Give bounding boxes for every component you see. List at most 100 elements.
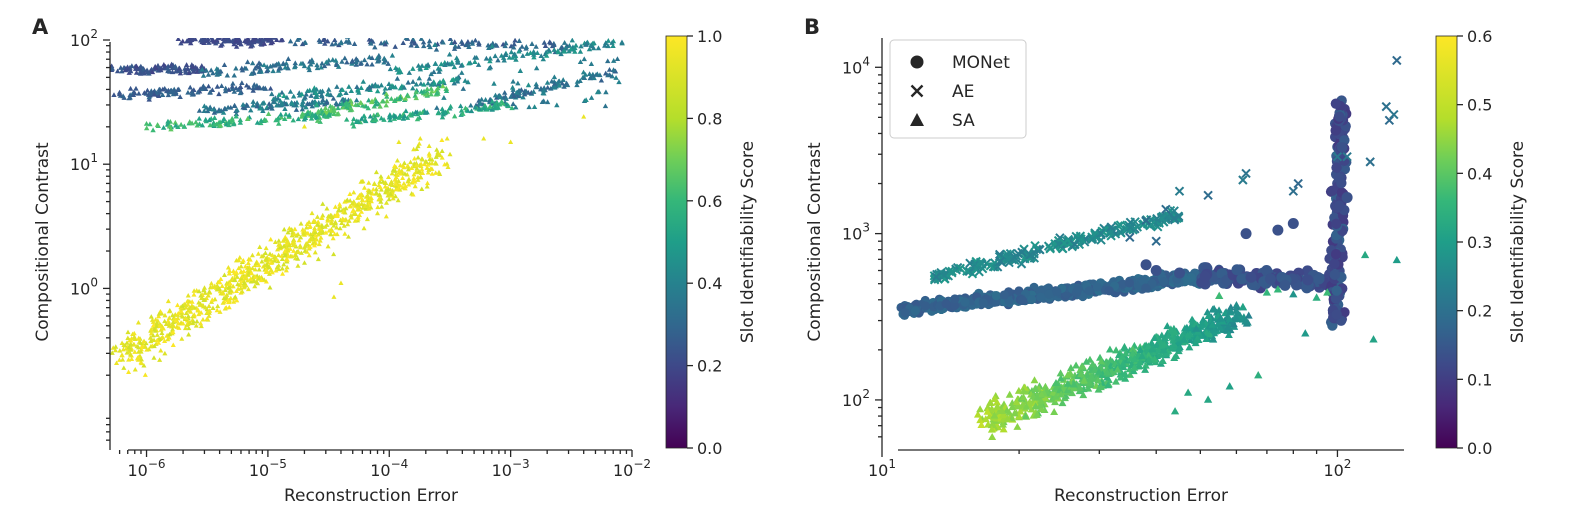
point-ae-outlier <box>1125 232 1135 243</box>
point-a-diagonal <box>276 266 282 272</box>
point-a-diagonal <box>201 285 208 290</box>
point-a-upper <box>435 110 441 116</box>
point-a-upper <box>345 38 352 43</box>
point-a-diagonal <box>377 184 383 190</box>
legend-label-sa: SA <box>952 111 975 131</box>
point-a-upper <box>391 113 398 119</box>
point-a-upper <box>416 75 423 81</box>
point-a-diagonal <box>163 321 169 326</box>
point-monet <box>1159 276 1169 287</box>
point-a-upper <box>230 121 237 127</box>
point-a-upper <box>619 39 625 45</box>
point-a-diagonal <box>332 219 338 225</box>
point-a-upper <box>566 42 573 48</box>
point-a-diagonal <box>255 251 261 256</box>
point-a-outlier <box>541 98 547 104</box>
point-a-upper <box>482 97 489 102</box>
point-a-upper <box>222 85 229 91</box>
point-a-upper <box>191 68 197 74</box>
point-a-outlier <box>577 59 584 65</box>
point-a-upper <box>406 70 413 75</box>
point-a-upper <box>367 113 374 119</box>
point-a-diagonal <box>231 299 237 304</box>
point-a-upper <box>266 101 272 106</box>
point-a-diagonal <box>421 161 427 167</box>
point-a-upper <box>396 66 402 72</box>
point-a-diagonal <box>114 360 120 366</box>
point-a-upper <box>173 68 179 74</box>
point-a-diagonal <box>141 338 147 344</box>
point-a-upper <box>552 84 558 90</box>
point-a-upper <box>165 66 172 72</box>
point-a-diagonal <box>151 355 157 360</box>
point-a-upper <box>231 72 237 78</box>
point-monet <box>950 294 960 304</box>
point-a-upper <box>435 85 441 91</box>
point-a-diagonal <box>311 218 317 223</box>
point-a-upper <box>563 44 569 50</box>
point-a-upper <box>250 85 256 91</box>
point-a-upper <box>358 116 365 121</box>
point-sa <box>998 420 1007 428</box>
point-a-diagonal <box>200 302 206 308</box>
point-ae <box>1125 222 1136 233</box>
point-a-upper <box>237 117 244 123</box>
point-a-diagonal <box>317 230 323 236</box>
point-a-upper <box>403 38 410 40</box>
point-ae <box>1096 228 1106 238</box>
point-a-diagonal <box>415 155 421 160</box>
point-a-upper <box>299 106 306 112</box>
point-a-upper <box>326 86 332 92</box>
point-a-diagonal <box>383 213 389 219</box>
point-sa <box>1233 308 1242 316</box>
point-sa <box>1098 370 1107 378</box>
point-a-diagonal <box>198 310 204 315</box>
point-sa <box>1232 314 1241 322</box>
point-a-diagonal <box>405 163 411 168</box>
point-a-upper <box>302 39 309 45</box>
point-a-upper <box>168 126 174 132</box>
point-a-upper <box>196 115 202 121</box>
point-sa <box>1104 381 1113 389</box>
point-a-upper <box>377 103 383 109</box>
point-a-upper <box>160 65 167 71</box>
point-a-upper <box>421 43 427 49</box>
point-a-upper <box>290 93 297 99</box>
point-a-upper <box>577 78 583 83</box>
x-tick-label: 10−4 <box>370 457 408 480</box>
point-monet <box>1118 279 1128 289</box>
point-a-upper <box>254 63 260 69</box>
point-sa <box>1088 360 1097 368</box>
point-a-upper <box>542 43 549 49</box>
point-a-upper <box>261 62 267 68</box>
point-a-upper <box>381 56 388 61</box>
point-ae <box>1017 247 1027 257</box>
point-a-upper <box>386 81 392 86</box>
point-a-diagonal <box>394 158 400 163</box>
point-a-diagonal <box>445 164 451 169</box>
point-a-outlier <box>602 103 609 109</box>
point-a-upper <box>421 81 427 87</box>
point-monet <box>1334 200 1345 211</box>
point-a-diagonal <box>334 212 340 218</box>
point-a-diagonal <box>413 162 419 168</box>
point-a-upper <box>574 82 580 88</box>
point-a-upper <box>360 102 366 108</box>
point-a-diagonal <box>162 318 168 324</box>
point-a-diagonal <box>170 326 176 332</box>
point-a-diagonal <box>295 263 301 268</box>
point-a-diagonal <box>236 265 242 271</box>
point-monet <box>941 299 951 309</box>
point-a-upper <box>361 57 368 63</box>
point-a-diagonal <box>198 293 204 298</box>
point-a-diagonal <box>186 331 192 337</box>
colorbar-tick-label: 0.1 <box>1467 370 1492 389</box>
point-a-diagonal <box>275 246 281 252</box>
point-a-diagonal <box>366 180 372 185</box>
point-a-outlier <box>566 48 572 54</box>
point-a-upper <box>206 117 213 123</box>
point-a-upper <box>495 105 502 110</box>
point-a-diagonal <box>411 146 417 152</box>
point-a-upper <box>443 86 449 92</box>
point-a-diagonal <box>122 342 128 348</box>
